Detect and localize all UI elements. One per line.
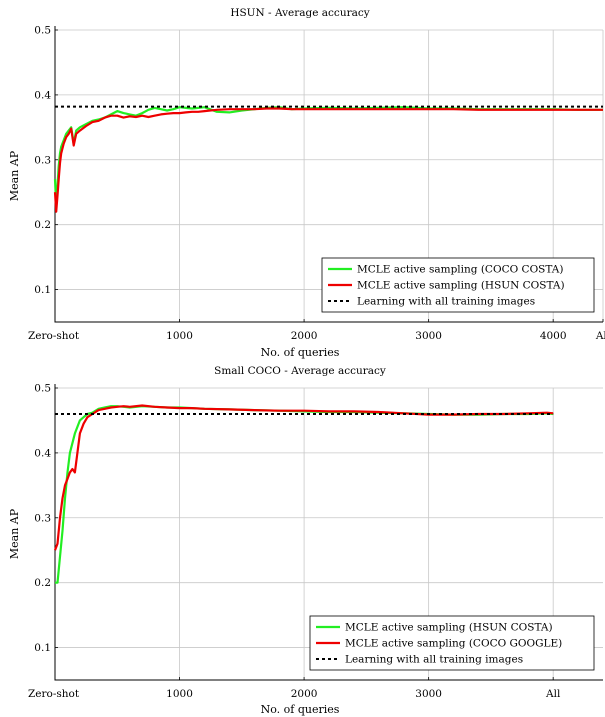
y-tick-label: 0.1 [34, 284, 51, 296]
x-tick-label: All [595, 330, 605, 342]
legend: MCLE active sampling (COCO COSTA) MCLE ac… [321, 257, 595, 313]
y-tick-label: 0.1 [34, 642, 51, 654]
legend-entry: MCLE active sampling (COCO GOOGLE) [345, 638, 562, 650]
x-tick-label: 1000 [166, 688, 193, 700]
x-tick-label: 3000 [415, 688, 442, 700]
chart-title: Small COCO - Average accuracy [214, 365, 386, 377]
x-tick-label: Zero-shot [28, 688, 80, 700]
legend-box [321, 257, 595, 313]
legend: MCLE active sampling (HSUN COSTA) MCLE ac… [309, 615, 595, 671]
series-line-2 [53, 107, 603, 213]
legend-entry: MCLE active sampling (COCO COSTA) [357, 264, 564, 276]
x-tick-label: Zero-shot [28, 330, 80, 342]
legend-entry: Learning with all training images [357, 296, 535, 308]
legend-box [309, 615, 595, 671]
x-axis-label: No. of queries [261, 703, 340, 716]
series-line-1 [53, 106, 603, 207]
y-tick-label: 0.2 [34, 577, 51, 589]
legend-entry: MCLE active sampling (HSUN COSTA) [357, 280, 565, 292]
y-tick-label: 0.5 [34, 25, 51, 37]
legend-entry: MCLE active sampling (HSUN COSTA) [345, 622, 553, 634]
chart-title: HSUN - Average accuracy [230, 7, 369, 19]
x-axis-label: No. of queries [261, 346, 340, 359]
x-tick-label: All [545, 688, 561, 700]
chart-panel-2: Zero-shot 1000 2000 3000 All 0.1 0.2 0.3 0.4 0.5 S… [8, 365, 603, 716]
legend-entry: Learning with all training images [345, 654, 523, 666]
y-tick-label: 0.4 [34, 447, 51, 459]
y-tick-label: 0.3 [34, 154, 51, 166]
x-tick-label: 4000 [540, 330, 567, 342]
x-tick-label: 2000 [291, 330, 318, 342]
y-tick-label: 0.5 [34, 383, 51, 395]
y-axis-label: Mean AP [8, 150, 21, 201]
y-tick-label: 0.2 [34, 219, 51, 231]
y-axis-label: Mean AP [8, 508, 21, 559]
x-tick-label: 1000 [166, 330, 193, 342]
x-tick-label: 2000 [291, 688, 318, 700]
y-tick-label: 0.4 [34, 89, 51, 101]
x-tick-label: 3000 [415, 330, 442, 342]
chart-panel-1: Zero-shot 1000 2000 3000 4000 All 0.1 0.2 0.3 0.4… [8, 7, 605, 359]
y-tick-label: 0.3 [34, 512, 51, 524]
